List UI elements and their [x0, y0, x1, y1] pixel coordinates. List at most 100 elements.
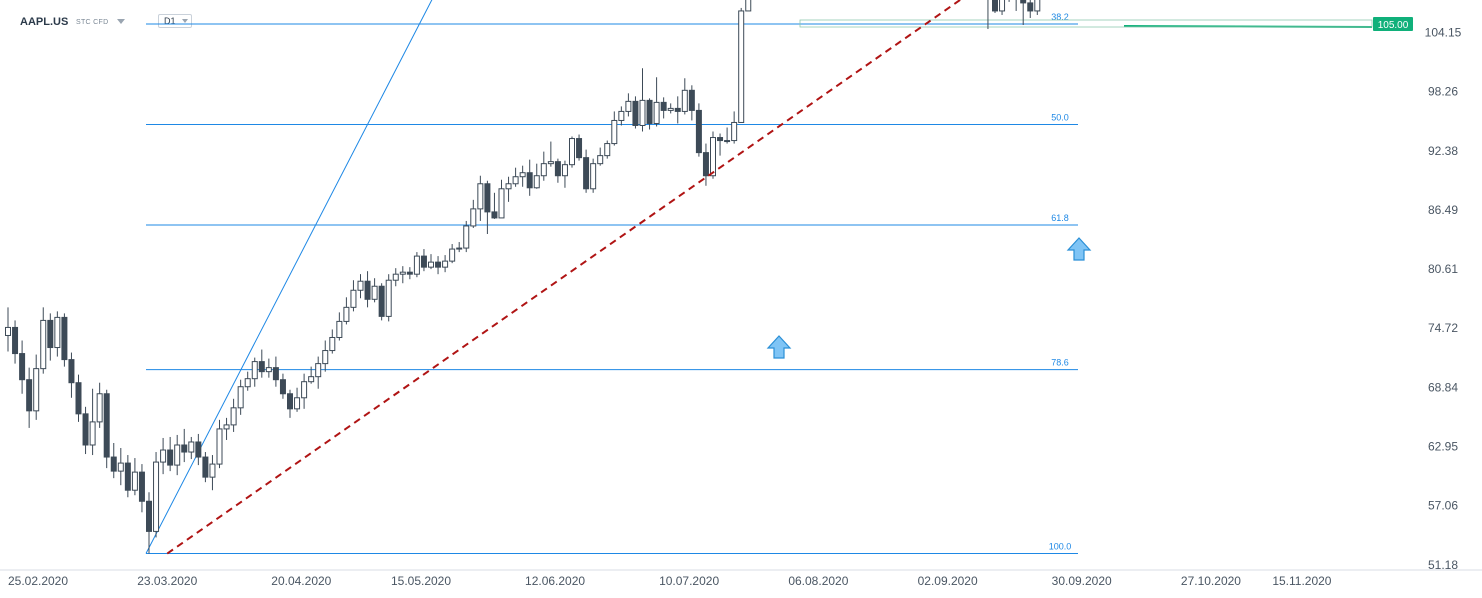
candle-body [124, 462, 131, 491]
candle-body [146, 500, 152, 532]
candle [491, 192, 498, 219]
candle-body [604, 143, 611, 157]
x-tick-label: 23.03.2020 [137, 574, 197, 588]
arrow-annotations [766, 237, 1092, 359]
candle [357, 274, 364, 299]
candle-body [167, 449, 174, 466]
candle-body [653, 101, 660, 124]
candle [26, 367, 33, 428]
y-tick-label: 80.61 [1428, 262, 1458, 276]
candle [68, 352, 75, 398]
candle [442, 255, 449, 273]
candle [322, 340, 329, 372]
candle-body [420, 255, 427, 268]
y-axis: 133.57127.69121.80110.03104.1598.2692.38… [1425, 26, 1462, 572]
candle-body [583, 157, 590, 190]
candle-body [999, 0, 1006, 12]
candle-body [272, 367, 279, 381]
candle [498, 179, 505, 219]
candle [174, 434, 181, 476]
candle-body [209, 463, 216, 478]
candle-body [738, 10, 745, 123]
candle-body [745, 0, 752, 12]
candle-body [597, 155, 604, 165]
candle-body [322, 350, 329, 365]
candle-body [731, 121, 738, 142]
candle-body [96, 393, 103, 423]
timeframe-label: D1 [164, 16, 176, 26]
candle-body [117, 462, 124, 472]
up-arrow-icon [1066, 237, 1092, 261]
candle [576, 134, 583, 161]
candle [526, 159, 533, 196]
candle-body [561, 164, 568, 177]
candle [160, 437, 167, 475]
candle [406, 267, 413, 280]
candle [399, 266, 406, 284]
candle [209, 455, 216, 491]
candle [223, 417, 230, 440]
candle-body [576, 138, 583, 159]
y-tick-label: 62.95 [1428, 440, 1458, 454]
candle [674, 96, 681, 124]
drawing-annotations [799, 19, 1373, 28]
candle-body [449, 248, 456, 262]
candle-body [378, 285, 385, 317]
candle [392, 268, 399, 287]
up-arrow-icon [766, 335, 792, 359]
candle [420, 249, 427, 272]
candle [110, 442, 117, 479]
candle [371, 278, 378, 303]
symbol-label[interactable]: AAPL.US [20, 16, 69, 28]
candle [33, 354, 40, 420]
candle-body [1034, 0, 1041, 12]
candle-body [287, 393, 293, 410]
candle-body [470, 208, 477, 227]
level-badge: 105.00 [1373, 17, 1413, 32]
candle-body [138, 471, 145, 502]
candle-body [688, 89, 695, 111]
candle [1027, 0, 1034, 18]
candle [653, 77, 660, 127]
candle-body [1020, 0, 1027, 4]
candle-body [540, 163, 547, 177]
x-tick-label: 12.06.2020 [525, 574, 585, 588]
candle [1020, 0, 1027, 26]
candle-body [68, 359, 75, 384]
candle [583, 149, 590, 193]
trendline-dashed [166, 0, 962, 555]
candle-body [230, 407, 237, 426]
x-tick-label: 25.02.2020 [8, 574, 68, 588]
candle [294, 387, 301, 412]
candle-body [244, 378, 251, 388]
candle-body [294, 397, 301, 410]
zone-box [799, 19, 1373, 28]
candle [667, 103, 674, 114]
timeframe-selector[interactable]: D1 [158, 14, 192, 28]
symbol-dropdown-icon[interactable] [117, 19, 125, 24]
candle-body [357, 280, 364, 291]
candle [512, 167, 519, 187]
candle [82, 406, 89, 455]
y-tick-label: 92.38 [1428, 144, 1458, 158]
x-tick-label: 20.04.2020 [271, 574, 331, 588]
candle-body [695, 109, 702, 154]
candle [195, 433, 202, 466]
candle [350, 280, 357, 312]
candle [702, 143, 709, 186]
candle-body [667, 107, 674, 111]
candle [449, 244, 456, 264]
candle-body [406, 271, 413, 275]
horizontal-levels [1123, 25, 1373, 29]
candle [1015, 0, 1017, 11]
candle-body [512, 176, 519, 185]
fib-label: 100.0 [1049, 542, 1072, 552]
x-tick-label: 06.08.2020 [788, 574, 848, 588]
candle [695, 103, 702, 157]
candle-body [181, 444, 188, 453]
candle-body [724, 140, 731, 143]
candle-body [26, 379, 33, 412]
candle [717, 133, 724, 156]
fib-label: 38.2 [1051, 12, 1069, 22]
